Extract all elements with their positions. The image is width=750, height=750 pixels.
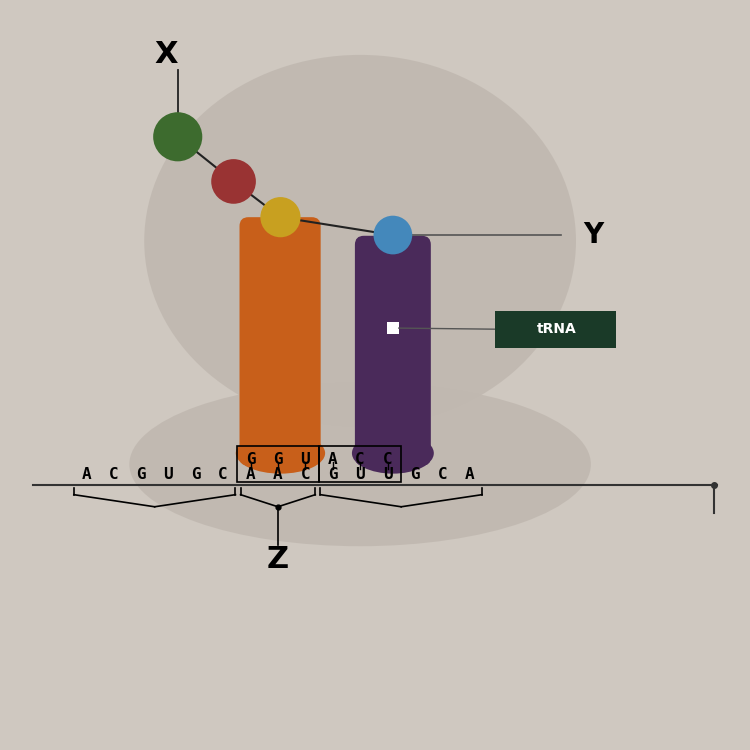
Text: A: A bbox=[328, 452, 338, 466]
Text: C: C bbox=[109, 467, 118, 482]
Bar bbox=[319, 446, 401, 482]
Ellipse shape bbox=[352, 433, 434, 474]
Text: Y: Y bbox=[584, 221, 604, 249]
Text: C: C bbox=[218, 467, 228, 482]
Text: G: G bbox=[246, 452, 255, 466]
Text: C: C bbox=[382, 452, 392, 466]
Text: A: A bbox=[246, 467, 255, 482]
Text: C: C bbox=[301, 467, 310, 482]
Circle shape bbox=[260, 197, 301, 237]
Text: U: U bbox=[164, 467, 173, 482]
Bar bbox=[387, 322, 399, 334]
Bar bbox=[237, 446, 319, 482]
Text: U: U bbox=[301, 452, 310, 466]
Text: G: G bbox=[136, 467, 146, 482]
Ellipse shape bbox=[144, 55, 576, 427]
Ellipse shape bbox=[236, 433, 325, 474]
FancyBboxPatch shape bbox=[355, 236, 430, 466]
Circle shape bbox=[211, 159, 256, 204]
Ellipse shape bbox=[129, 382, 591, 546]
Text: G: G bbox=[410, 467, 420, 482]
Text: C: C bbox=[437, 467, 447, 482]
Text: tRNA: tRNA bbox=[537, 322, 577, 336]
Text: G: G bbox=[191, 467, 200, 482]
Text: X: X bbox=[154, 40, 178, 70]
Text: A: A bbox=[465, 467, 475, 482]
Circle shape bbox=[153, 112, 203, 161]
Text: A: A bbox=[81, 467, 91, 482]
Text: Z: Z bbox=[267, 545, 289, 574]
Text: C: C bbox=[356, 452, 365, 466]
FancyBboxPatch shape bbox=[495, 311, 616, 348]
Circle shape bbox=[374, 216, 413, 254]
Text: U: U bbox=[356, 467, 365, 482]
FancyBboxPatch shape bbox=[239, 217, 321, 466]
Text: U: U bbox=[382, 467, 392, 482]
Text: G: G bbox=[328, 467, 338, 482]
Text: G: G bbox=[273, 452, 283, 466]
Text: A: A bbox=[273, 467, 283, 482]
